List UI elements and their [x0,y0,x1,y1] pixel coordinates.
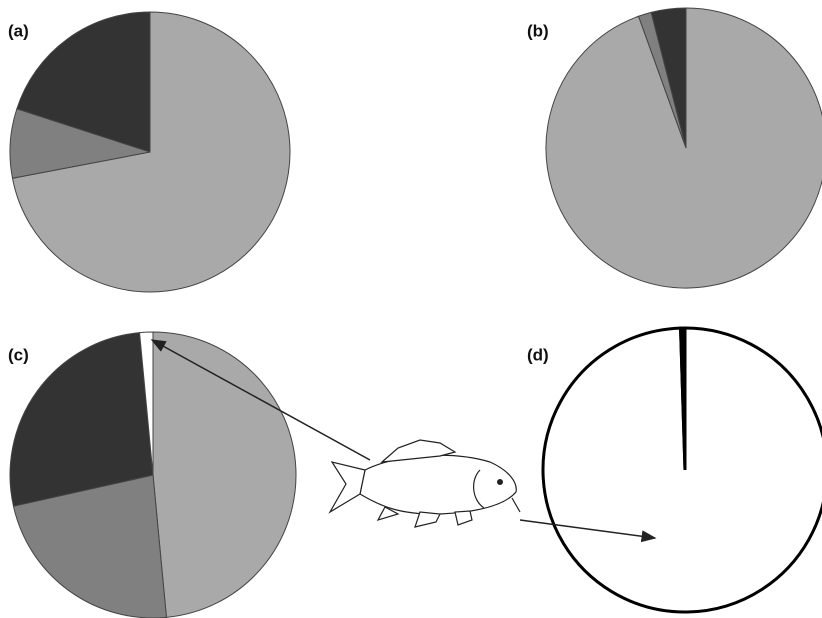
pie-slice [10,333,153,507]
panel-label: (c) [8,345,29,364]
pie-chart: (d) [527,328,822,612]
pie-chart: (a) [8,12,290,292]
pie-chart: (b) [527,8,822,288]
figure: (a) (b) (c) (d) [0,0,822,618]
panel-label: (a) [8,21,29,40]
panel-label: (b) [527,21,549,40]
pie-slice [153,332,296,617]
pie-chart: (c) [8,332,296,618]
panel-label: (d) [527,345,549,364]
